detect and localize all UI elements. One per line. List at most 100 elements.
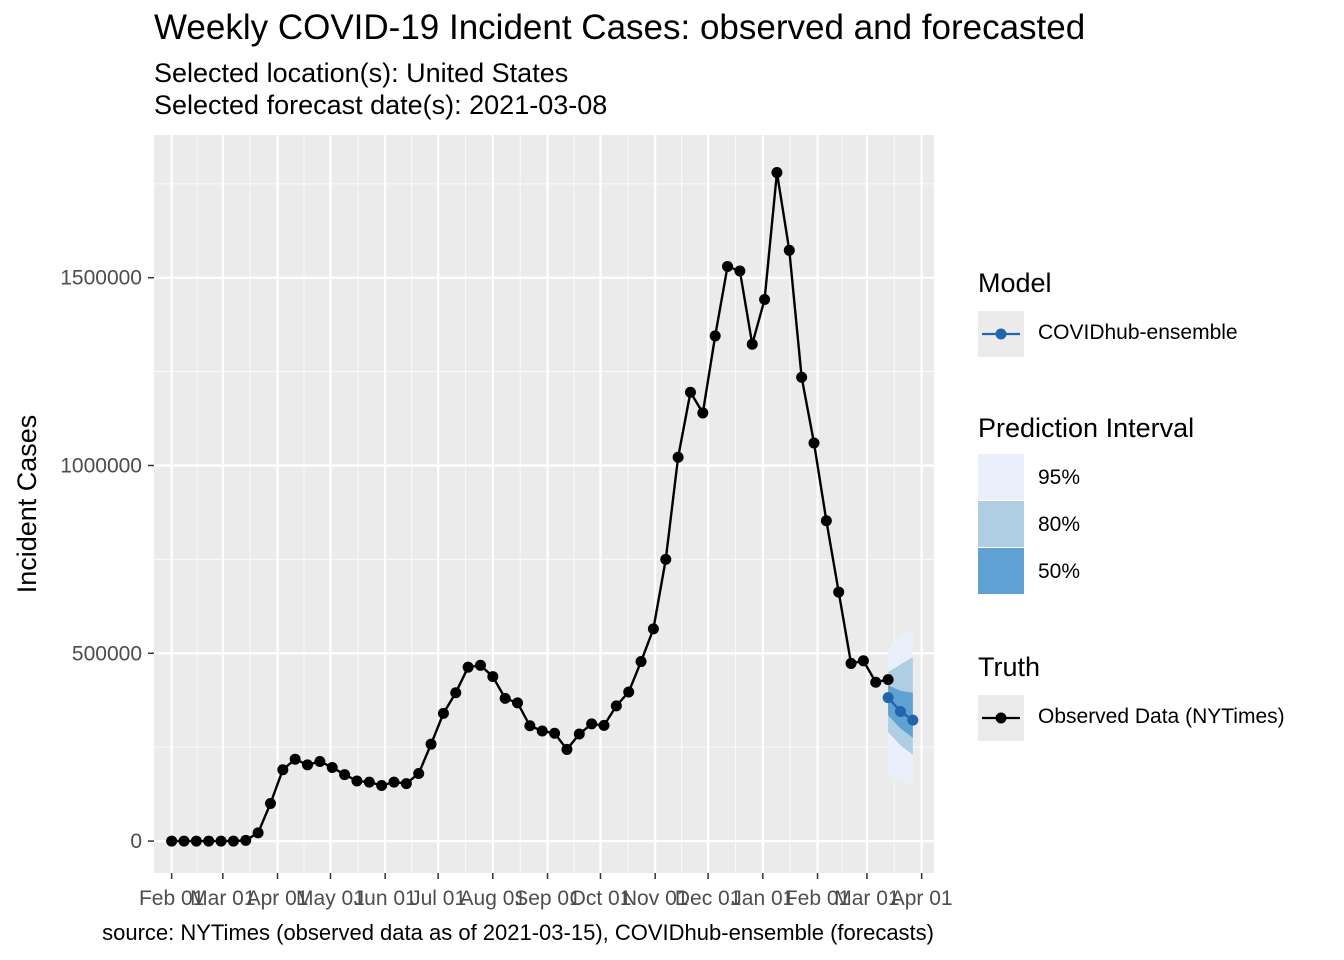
legend-truth-title: Truth — [978, 652, 1041, 682]
observed-point — [759, 294, 771, 306]
observed-point — [845, 657, 857, 669]
legend-model-title: Model — [978, 268, 1052, 298]
observed-point — [635, 656, 647, 668]
observed-point — [808, 437, 820, 449]
x-tick-label: Feb 01 — [139, 887, 204, 910]
observed-point — [573, 728, 585, 740]
observed-point — [190, 835, 202, 847]
observed-point — [870, 676, 882, 688]
forecast-point — [882, 692, 894, 704]
series-points — [166, 167, 919, 847]
observed-point — [289, 753, 301, 765]
observed-point — [252, 827, 264, 839]
x-tick-label: Sep 01 — [514, 887, 581, 910]
legend-interval-title: Prediction Interval — [978, 413, 1195, 443]
observed-point — [450, 687, 462, 699]
observed-point — [314, 755, 326, 767]
observed-point — [549, 727, 561, 739]
chart-title: Weekly COVID-19 Incident Cases: observed… — [154, 8, 1086, 47]
legend-truth: Truth Observed Data (NYTimes) — [978, 652, 1285, 741]
observed-point — [166, 835, 178, 847]
observed-point — [561, 743, 573, 755]
legend-model: Model COVIDhub-ensemble — [978, 268, 1238, 357]
observed-point — [833, 586, 845, 598]
observed-point — [536, 725, 548, 737]
x-tick-label: Mar 01 — [834, 887, 899, 910]
observed-point — [437, 707, 449, 719]
observed-point — [697, 407, 709, 419]
x-tick-label: Apr 01 — [891, 887, 953, 910]
observed-point — [264, 798, 276, 810]
observed-point — [783, 244, 795, 256]
observed-point — [339, 769, 351, 781]
observed-point — [351, 775, 363, 787]
observed-point — [363, 776, 375, 788]
legend-interval-80-label: 80% — [1038, 513, 1081, 536]
y-tick-label: 500000 — [72, 642, 142, 665]
observed-point — [413, 767, 425, 779]
legend-interval-95-label: 95% — [1038, 466, 1081, 489]
observed-point — [400, 778, 412, 790]
observed-point — [709, 330, 721, 342]
observed-point — [487, 671, 499, 683]
legend-model-label: COVIDhub-ensemble — [1038, 321, 1238, 344]
observed-point — [277, 764, 289, 776]
legend-interval-95-key — [978, 454, 1024, 500]
legend-model-item: COVIDhub-ensemble — [978, 311, 1238, 357]
gridlines — [154, 135, 934, 873]
observed-point — [722, 260, 734, 272]
plot-panel — [154, 135, 934, 873]
observed-point — [524, 720, 536, 732]
observed-point — [499, 692, 511, 704]
observed-point — [388, 776, 400, 788]
y-tick-label: 1500000 — [60, 267, 142, 290]
observed-point — [598, 719, 610, 731]
x-tick-label: Nov 01 — [622, 887, 689, 910]
observed-point — [178, 835, 190, 847]
y-tick-label: 1000000 — [60, 455, 142, 478]
observed-point — [326, 761, 338, 773]
x-tick-label: Mar 01 — [190, 887, 255, 910]
observed-point — [240, 834, 252, 846]
observed-point — [376, 779, 388, 791]
x-tick-label: Oct 01 — [570, 887, 632, 910]
observed-point — [227, 835, 239, 847]
legend-model-key — [978, 311, 1024, 357]
y-axis-label: Incident Cases — [12, 415, 42, 594]
observed-point — [684, 386, 696, 398]
observed-point — [425, 738, 437, 750]
forecast-point — [907, 714, 919, 726]
subtitle-forecast-date: Selected forecast date(s): 2021-03-08 — [154, 90, 608, 120]
observed-point — [647, 623, 659, 635]
legend-truth-key — [978, 695, 1024, 741]
observed-point — [215, 835, 227, 847]
subtitle-location: Selected location(s): United States — [154, 58, 569, 88]
y-tick-label: 0 — [130, 830, 142, 853]
observed-point — [512, 697, 524, 709]
observed-point — [660, 553, 672, 565]
observed-point — [882, 674, 894, 686]
x-tick-label: Dec 01 — [675, 887, 742, 910]
observed-point — [734, 265, 746, 277]
legend-truth-label: Observed Data (NYTimes) — [1038, 705, 1285, 728]
observed-point — [203, 835, 215, 847]
legend-interval-50-label: 50% — [1038, 560, 1081, 583]
observed-point — [623, 686, 635, 698]
observed-point — [796, 371, 808, 383]
legend-truth-item: Observed Data (NYTimes) — [978, 695, 1285, 741]
legend-interval-50-key — [978, 548, 1024, 594]
x-tick-label: Feb 01 — [785, 887, 850, 910]
observed-point — [771, 167, 783, 179]
observed-point — [474, 659, 486, 671]
observed-point — [820, 515, 832, 527]
x-tick-label: May 01 — [296, 887, 365, 910]
caption: source: NYTimes (observed data as of 202… — [102, 920, 934, 945]
x-tick-label: Jan 01 — [731, 887, 794, 910]
observed-point — [462, 661, 474, 673]
observed-point — [610, 700, 622, 712]
legend-interval-items: 95% 80% 50% — [978, 454, 1194, 594]
forecast-point — [894, 706, 906, 718]
observed-point — [302, 759, 314, 771]
